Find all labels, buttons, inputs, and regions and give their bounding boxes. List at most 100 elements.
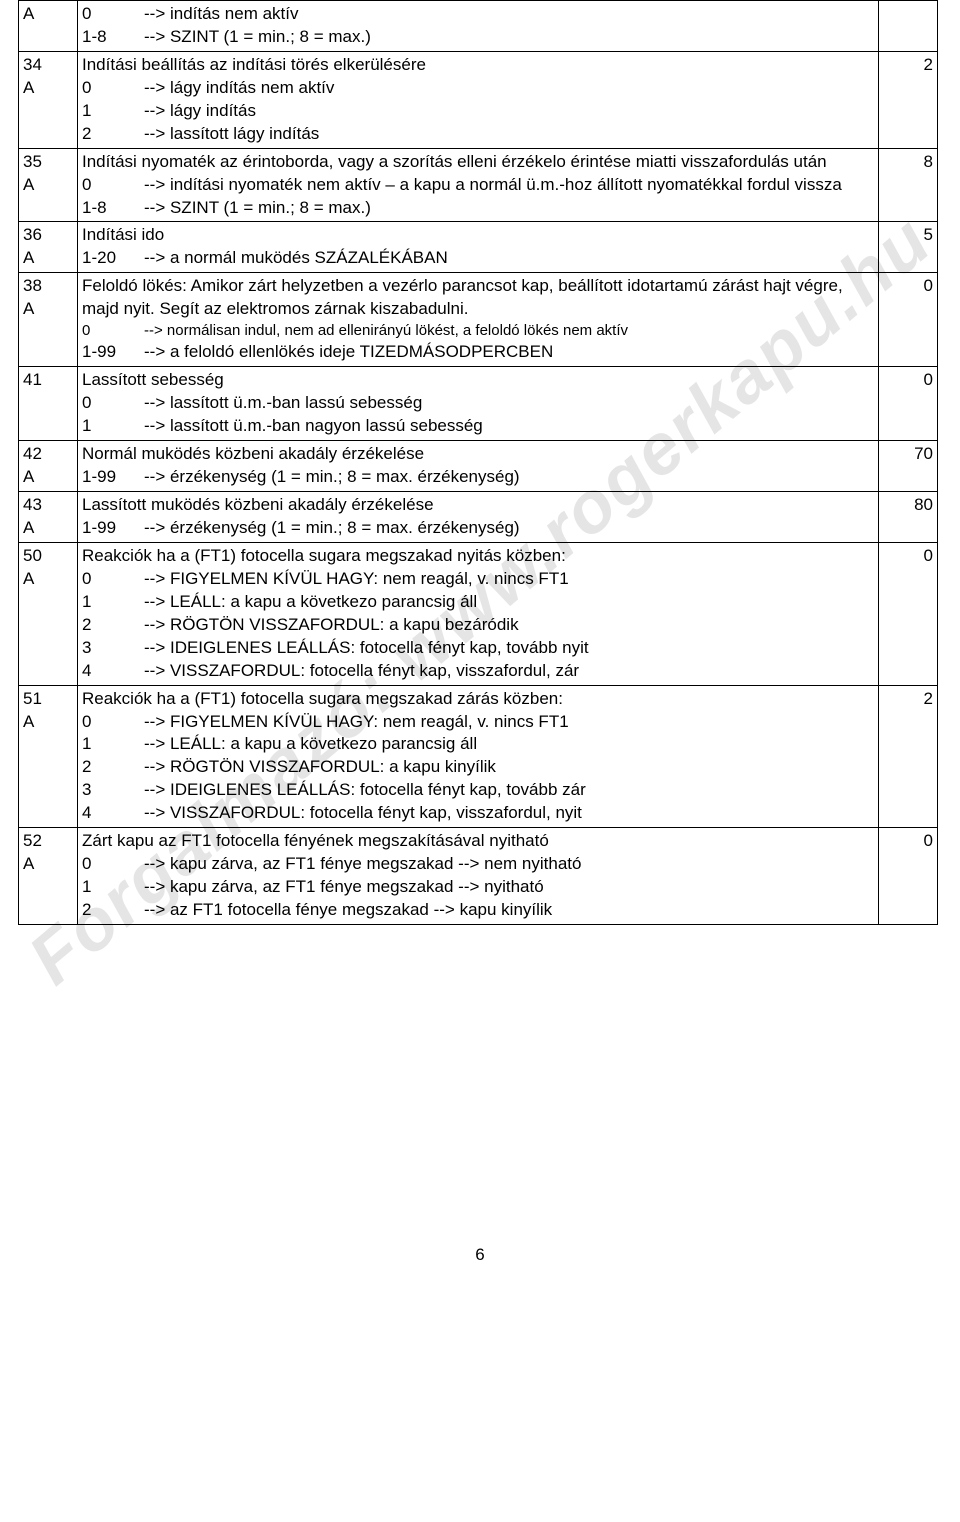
row-code: 34A (19, 51, 78, 148)
param-key: 1-8 (82, 197, 144, 220)
table-row: 34AIndítási beállítás az indítási törés … (19, 51, 938, 148)
row-title: Feloldó lökés: Amikor zárt helyzetben a … (82, 275, 874, 321)
param-desc: --> az FT1 fotocella fénye megszakad -->… (144, 899, 874, 922)
param-key: 0 (82, 853, 144, 876)
row-value: 0 (879, 367, 938, 441)
table-row: 43ALassított muködés közbeni akadály érz… (19, 492, 938, 543)
param-desc: --> normálisan indul, nem ad ellenirányú… (144, 321, 874, 341)
param-key: 1-8 (82, 26, 144, 49)
row-code: 43A (19, 492, 78, 543)
param-desc: --> lassított ü.m.-ban lassú sebesség (144, 392, 874, 415)
page-number: 6 (0, 1245, 960, 1265)
param-key: 1 (82, 733, 144, 756)
row-description: Lassított sebesség0--> lassított ü.m.-ba… (78, 367, 879, 441)
row-title: Indítási beállítás az indítási törés elk… (82, 54, 874, 77)
row-value: 80 (879, 492, 938, 543)
param-desc: --> LEÁLL: a kapu a következo parancsig … (144, 591, 874, 614)
param-desc: --> érzékenység (1 = min.; 8 = max. érzé… (144, 466, 874, 489)
param-key: 1 (82, 876, 144, 899)
param-key: 1 (82, 591, 144, 614)
row-value: 2 (879, 685, 938, 828)
table-row: 50AReakciók ha a (FT1) fotocella sugara … (19, 542, 938, 685)
param-desc: --> lassított ü.m.-ban nagyon lassú sebe… (144, 415, 874, 438)
row-value: 5 (879, 222, 938, 273)
row-description: Reakciók ha a (FT1) fotocella sugara meg… (78, 542, 879, 685)
table-row: 41Lassított sebesség0--> lassított ü.m.-… (19, 367, 938, 441)
param-key: 1 (82, 100, 144, 123)
param-key: 3 (82, 779, 144, 802)
parameter-table: A0--> indítás nem aktív1-8--> SZINT (1 =… (18, 0, 938, 925)
row-code: 50A (19, 542, 78, 685)
param-desc: --> érzékenység (1 = min.; 8 = max. érzé… (144, 517, 874, 540)
row-title: Normál muködés közbeni akadály érzékelés… (82, 443, 874, 466)
row-value: 0 (879, 273, 938, 367)
param-key: 1-99 (82, 341, 144, 364)
table-row: 38AFeloldó lökés: Amikor zárt helyzetben… (19, 273, 938, 367)
param-desc: --> indítási nyomaték nem aktív – a kapu… (144, 174, 874, 197)
row-code: 52A (19, 828, 78, 925)
table-row: A0--> indítás nem aktív1-8--> SZINT (1 =… (19, 1, 938, 52)
row-code: 42A (19, 441, 78, 492)
param-desc: --> a feloldó ellenlökés ideje TIZEDMÁSO… (144, 341, 874, 364)
row-description: Indítási beállítás az indítási törés elk… (78, 51, 879, 148)
param-key: 2 (82, 899, 144, 922)
row-title: Lassított muködés közbeni akadály érzéke… (82, 494, 874, 517)
table-row: 51AReakciók ha a (FT1) fotocella sugara … (19, 685, 938, 828)
param-key: 1-99 (82, 517, 144, 540)
param-desc: --> RÖGTÖN VISSZAFORDUL: a kapu kinyílik (144, 756, 874, 779)
row-code: 35A (19, 148, 78, 222)
param-desc: --> kapu zárva, az FT1 fénye megszakad -… (144, 853, 874, 876)
param-key: 4 (82, 802, 144, 825)
row-value: 70 (879, 441, 938, 492)
row-value: 8 (879, 148, 938, 222)
param-key: 2 (82, 614, 144, 637)
row-description: Zárt kapu az FT1 fotocella fényének megs… (78, 828, 879, 925)
param-key: 4 (82, 660, 144, 683)
row-description: Lassított muködés közbeni akadály érzéke… (78, 492, 879, 543)
param-desc: --> IDEIGLENES LEÁLLÁS: fotocella fényt … (144, 779, 874, 802)
row-value (879, 1, 938, 52)
param-key: 1-99 (82, 466, 144, 489)
param-desc: --> LEÁLL: a kapu a következo parancsig … (144, 733, 874, 756)
param-desc: --> IDEIGLENES LEÁLLÁS: fotocella fényt … (144, 637, 874, 660)
row-value: 2 (879, 51, 938, 148)
param-desc: --> FIGYELMEN KÍVÜL HAGY: nem reagál, v.… (144, 568, 874, 591)
param-desc: --> kapu zárva, az FT1 fénye megszakad -… (144, 876, 874, 899)
row-code: 36A (19, 222, 78, 273)
param-desc: --> lassított lágy indítás (144, 123, 874, 146)
param-key: 0 (82, 321, 144, 341)
row-value: 0 (879, 828, 938, 925)
row-description: Feloldó lökés: Amikor zárt helyzetben a … (78, 273, 879, 367)
row-description: Reakciók ha a (FT1) fotocella sugara meg… (78, 685, 879, 828)
param-desc: --> SZINT (1 = min.; 8 = max.) (144, 197, 874, 220)
table-row: 52AZárt kapu az FT1 fotocella fényének m… (19, 828, 938, 925)
row-description: Indítási ido1-20--> a normál muködés SZÁ… (78, 222, 879, 273)
row-title: Zárt kapu az FT1 fotocella fényének megs… (82, 830, 874, 853)
row-title: Reakciók ha a (FT1) fotocella sugara meg… (82, 688, 874, 711)
param-key: 1-20 (82, 247, 144, 270)
table-row: 35AIndítási nyomaték az érintoborda, vag… (19, 148, 938, 222)
table-row: 42ANormál muködés közbeni akadály érzéke… (19, 441, 938, 492)
row-title: Lassított sebesség (82, 369, 874, 392)
param-key: 3 (82, 637, 144, 660)
table-row: 36AIndítási ido1-20--> a normál muködés … (19, 222, 938, 273)
row-title: Reakciók ha a (FT1) fotocella sugara meg… (82, 545, 874, 568)
param-desc: --> VISSZAFORDUL: fotocella fényt kap, v… (144, 660, 874, 683)
row-code: A (19, 1, 78, 52)
row-code: 41 (19, 367, 78, 441)
param-key: 0 (82, 711, 144, 734)
param-key: 2 (82, 123, 144, 146)
row-description: Normál muködés közbeni akadály érzékelés… (78, 441, 879, 492)
row-description: Indítási nyomaték az érintoborda, vagy a… (78, 148, 879, 222)
param-desc: --> FIGYELMEN KÍVÜL HAGY: nem reagál, v.… (144, 711, 874, 734)
param-desc: --> SZINT (1 = min.; 8 = max.) (144, 26, 874, 49)
param-desc: --> a normál muködés SZÁZALÉKÁBAN (144, 247, 874, 270)
row-code: 51A (19, 685, 78, 828)
row-title: Indítási nyomaték az érintoborda, vagy a… (82, 151, 874, 174)
param-desc: --> lágy indítás (144, 100, 874, 123)
param-desc: --> RÖGTÖN VISSZAFORDUL: a kapu bezáródi… (144, 614, 874, 637)
param-key: 0 (82, 174, 144, 197)
param-desc: --> VISSZAFORDUL: fotocella fényt kap, v… (144, 802, 874, 825)
param-key: 0 (82, 568, 144, 591)
row-description: 0--> indítás nem aktív1-8--> SZINT (1 = … (78, 1, 879, 52)
